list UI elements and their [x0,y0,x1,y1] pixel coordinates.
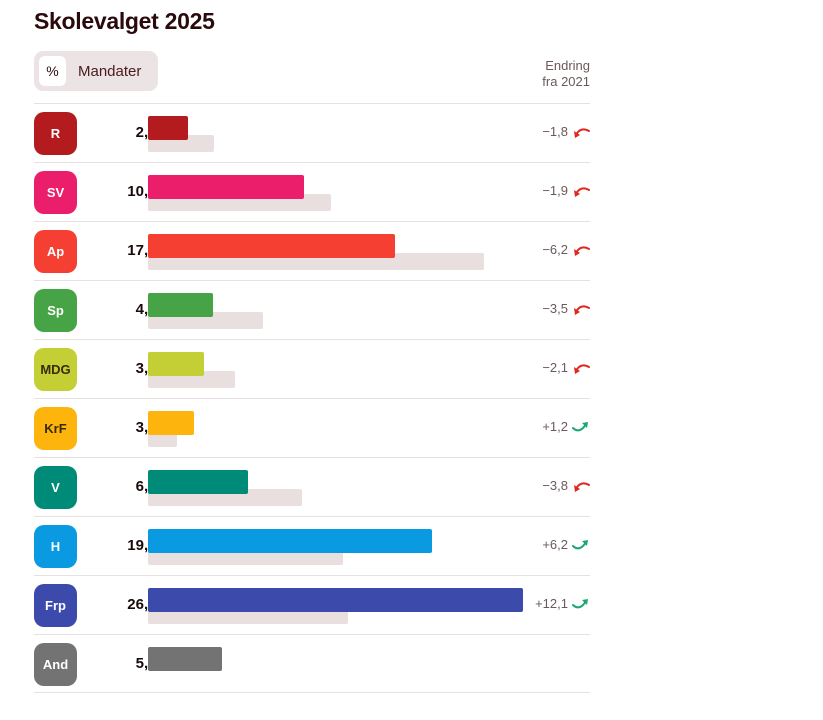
percent-toggle-button[interactable]: % [39,56,66,86]
change-sp: −3,5 [542,301,590,316]
party-badge-v: V [34,466,77,509]
party-row-h: H19,7 %+6,2 [34,516,590,575]
result-bar-ap [148,234,395,258]
trend-down-icon [574,304,590,315]
result-bar-sv [148,175,304,199]
change-value-sv: −1,9 [542,183,568,198]
change-h: +6,2 [542,537,590,552]
party-row-sp: Sp4,5 %−3,5 [34,280,590,339]
change-ap: −6,2 [542,242,590,257]
result-bar-and [148,647,222,671]
trend-down-icon [574,363,590,374]
party-badge-sv: SV [34,171,77,214]
party-row-r: R2,8 %−1,8 [34,103,590,162]
change-krf: +1,2 [542,419,590,434]
change-frp: +12,1 [535,596,590,611]
party-row-v: V6,9 %−3,8 [34,457,590,516]
change-header-line1: Endring [545,58,590,73]
change-value-sp: −3,5 [542,301,568,316]
change-value-ap: −6,2 [542,242,568,257]
change-value-v: −3,8 [542,478,568,493]
party-badge-mdg: MDG [34,348,77,391]
trend-down-icon [574,186,590,197]
party-badge-ap: Ap [34,230,77,273]
result-bar-krf [148,411,195,435]
trend-down-icon [574,245,590,256]
result-bar-v [148,470,248,494]
change-value-mdg: −2,1 [542,360,568,375]
change-value-krf: +1,2 [542,419,568,434]
trend-up-icon [572,598,588,608]
party-badge-h: H [34,525,77,568]
party-badge-sp: Sp [34,289,77,332]
party-badge-frp: Frp [34,584,77,627]
change-sv: −1,9 [542,183,590,198]
change-mdg: −2,1 [542,360,590,375]
display-mode-toggle[interactable]: % Mandater [34,51,158,91]
party-badge-r: R [34,112,77,155]
seats-toggle-button[interactable]: Mandater [78,62,142,80]
trend-down-icon [574,481,590,492]
trend-up-icon [572,421,588,431]
party-badge-krf: KrF [34,407,77,450]
result-bar-mdg [148,352,205,376]
result-bar-sp [148,293,213,317]
page-title: Skolevalget 2025 [34,8,215,34]
result-bar-frp [148,588,523,612]
change-value-h: +6,2 [542,537,568,552]
result-bar-h [148,529,433,553]
change-v: −3,8 [542,478,590,493]
change-r: −1,8 [542,124,590,139]
trend-up-icon [572,539,588,549]
party-badge-and: And [34,643,77,686]
change-value-r: −1,8 [542,124,568,139]
change-value-frp: +12,1 [535,596,568,611]
change-column-header: Endring fra 2021 [542,58,590,90]
trend-down-icon [574,127,590,138]
result-bar-r [148,116,189,140]
change-header-line2: fra 2021 [542,74,590,89]
